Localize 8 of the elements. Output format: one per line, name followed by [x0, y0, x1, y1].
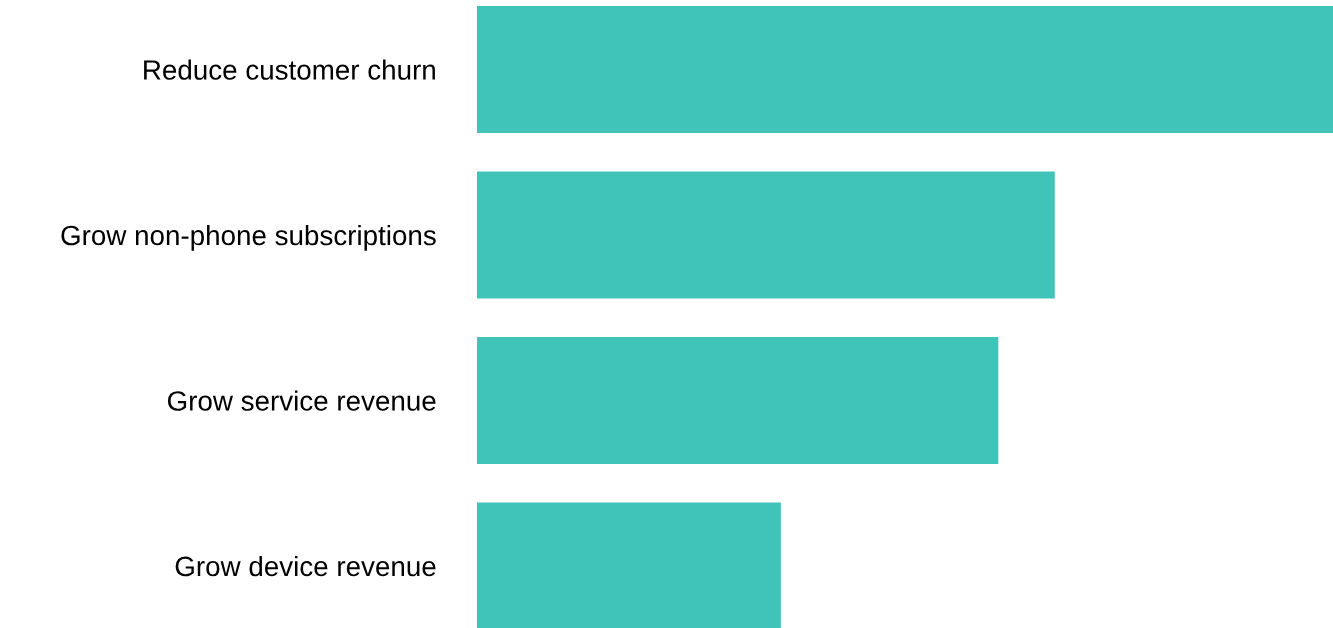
bar [477, 337, 999, 464]
y-tick-label: Reduce customer churn [144, 59, 435, 80]
y-tick-label: Grow non-phone subscriptions [61, 224, 436, 251]
bar [477, 6, 1333, 133]
bar [477, 171, 1055, 299]
y-tick-label: Grow device revenue [175, 555, 436, 577]
bar [477, 502, 781, 628]
y-tick-label: Grow service revenue [167, 390, 436, 411]
